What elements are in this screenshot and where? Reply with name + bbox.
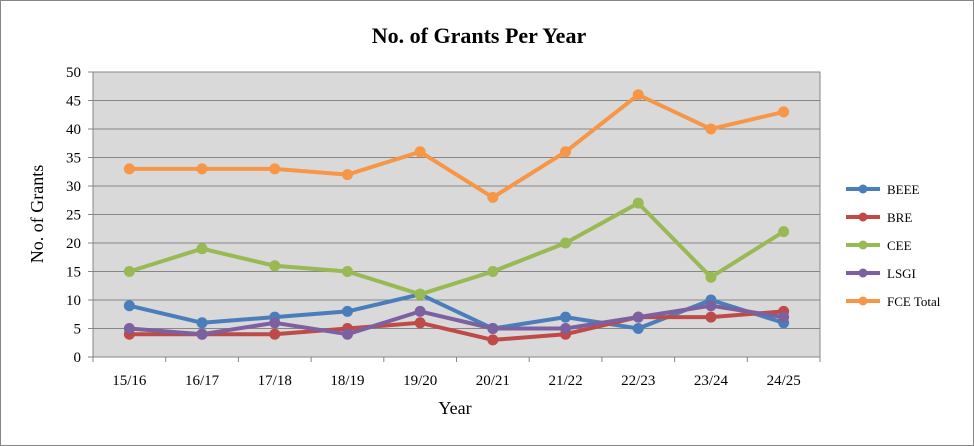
data-point: [705, 311, 717, 323]
x-tick-label: 18/19: [330, 373, 364, 389]
legend-label: LSGI: [887, 266, 916, 281]
x-tick-label: 23/24: [694, 373, 729, 389]
data-point: [414, 146, 426, 158]
data-point: [560, 146, 572, 158]
legend-item: BRE: [846, 210, 912, 225]
x-tick-label: 17/18: [258, 373, 292, 389]
data-point: [341, 328, 353, 340]
grid-lines: [93, 71, 820, 329]
data-point: [487, 191, 499, 203]
x-tick-label: 19/20: [403, 373, 437, 389]
series-line: [127, 92, 786, 200]
series-line: [127, 292, 786, 331]
data-point: [123, 323, 135, 334]
y-tick-label: 0: [74, 350, 82, 366]
data-point: [632, 89, 644, 101]
data-point: [414, 288, 426, 300]
data-point: [196, 163, 208, 175]
legend-swatch-marker: [858, 240, 868, 250]
x-tick-label: 21/22: [548, 373, 582, 389]
data-point: [341, 305, 353, 317]
series-layer: [123, 89, 790, 346]
data-point: [487, 266, 499, 277]
legend-item: BEEE: [846, 182, 920, 197]
y-tick-label: 5: [74, 322, 82, 338]
data-point: [269, 328, 281, 340]
data-point: [196, 317, 208, 329]
data-point: [705, 271, 717, 283]
y-tick-label: 25: [66, 208, 81, 224]
data-point: [632, 323, 644, 334]
data-point: [196, 328, 208, 340]
series-cee: [123, 197, 790, 300]
y-axis-ticks: 0 5 10 15 20 25 30 35 40 45 50: [66, 65, 93, 366]
legend-item: CEE: [846, 238, 912, 253]
y-tick-label: 35: [66, 151, 81, 167]
data-point: [414, 317, 426, 329]
legend: BEEE BRE CEE LSGI FCE Total: [846, 182, 941, 309]
data-point: [414, 305, 426, 317]
data-point: [560, 323, 572, 334]
legend-label: FCE Total: [887, 294, 941, 309]
data-point: [269, 260, 281, 272]
chart-title: No. of Grants Per Year: [372, 23, 587, 48]
data-point: [778, 106, 790, 118]
legend-item: LSGI: [846, 266, 916, 281]
data-point: [341, 169, 353, 181]
series-line: [127, 309, 786, 342]
data-point: [778, 226, 790, 238]
y-tick-label: 20: [66, 236, 81, 252]
data-point: [705, 300, 717, 312]
data-point: [632, 311, 644, 323]
legend-label: CEE: [887, 238, 912, 253]
legend-item: FCE Total: [846, 294, 941, 309]
y-tick-label: 50: [66, 65, 81, 81]
data-point: [269, 163, 281, 175]
x-tick-label: 20/21: [476, 373, 510, 389]
data-point: [123, 266, 135, 277]
data-point: [705, 123, 717, 135]
data-point: [487, 334, 499, 346]
y-tick-label: 30: [66, 179, 81, 195]
data-point: [778, 311, 790, 323]
x-tick-label: 24/25: [767, 373, 801, 389]
data-point: [487, 323, 499, 334]
data-point: [123, 300, 135, 312]
series-lsgi: [123, 300, 790, 340]
x-tick-label: 22/23: [621, 373, 655, 389]
data-point: [123, 163, 135, 175]
x-axis-ticks: 15/16 16/17 17/18 18/19 19/20 20/21 21/22 22/23…: [92, 357, 821, 389]
legend-swatch-marker: [858, 184, 868, 194]
series-line: [127, 201, 786, 297]
legend-swatch-marker: [858, 268, 868, 278]
series-line: [127, 303, 786, 337]
y-tick-label: 15: [66, 265, 81, 281]
data-point: [632, 197, 644, 209]
series-fce-total: [123, 89, 790, 203]
data-point: [560, 237, 572, 249]
x-tick-label: 15/16: [112, 373, 147, 389]
y-tick-label: 40: [66, 122, 81, 138]
legend-label: BRE: [887, 210, 912, 225]
legend-swatch-marker: [858, 296, 868, 306]
data-point: [196, 243, 208, 255]
x-axis-label: Year: [438, 398, 471, 418]
legend-swatch-marker: [858, 212, 868, 222]
data-point: [341, 266, 353, 277]
y-tick-label: 45: [66, 94, 81, 110]
data-point: [269, 317, 281, 329]
y-tick-label: 10: [66, 293, 81, 309]
x-tick-label: 16/17: [185, 373, 220, 389]
data-point: [560, 311, 572, 323]
legend-label: BEEE: [887, 182, 920, 197]
y-axis-label: No. of Grants: [27, 165, 47, 263]
